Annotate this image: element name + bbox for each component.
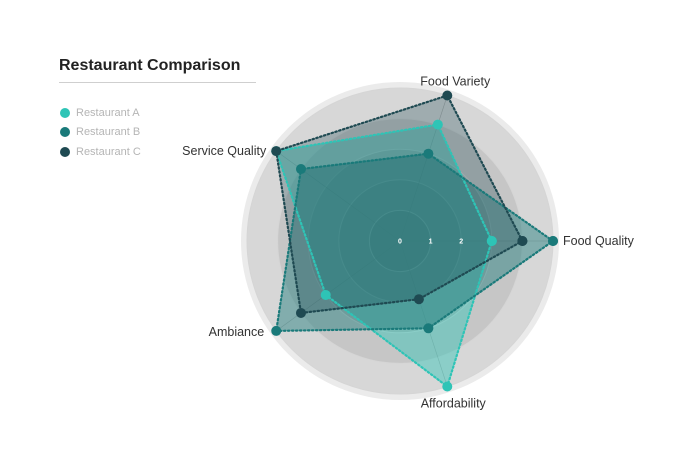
point-restaurant-b-affordability bbox=[423, 323, 434, 334]
title-divider bbox=[59, 82, 256, 83]
axis-label-service-quality: Service Quality bbox=[182, 144, 267, 158]
point-restaurant-b-food-quality bbox=[548, 236, 558, 246]
spoke-ambiance bbox=[276, 240, 401, 332]
point-restaurant-b-ambiance bbox=[271, 325, 282, 336]
legend-item-restaurant-a[interactable]: Restaurant A bbox=[60, 103, 141, 123]
axis-label-affordability: Affordability bbox=[421, 397, 487, 411]
line-restaurant-a bbox=[274, 123, 493, 389]
legend-marker-restaurant-a bbox=[60, 107, 70, 118]
legend-marker-restaurant-b bbox=[60, 127, 70, 138]
legend-item-restaurant-b[interactable]: Restaurant B bbox=[60, 123, 141, 143]
point-restaurant-c-ambiance bbox=[295, 307, 306, 318]
point-restaurant-b-food-variety bbox=[423, 148, 434, 159]
point-restaurant-a-food-variety bbox=[432, 119, 443, 130]
tick-label-0: 0 bbox=[398, 239, 402, 246]
legend-marker-restaurant-c bbox=[60, 146, 70, 157]
axis-label-food-quality: Food Quality bbox=[563, 234, 635, 248]
point-restaurant-a-food-quality bbox=[486, 236, 497, 246]
spoke-food-variety bbox=[399, 95, 448, 242]
area-restaurant-b bbox=[276, 153, 553, 331]
axis-label-food-variety: Food Variety bbox=[420, 74, 491, 88]
point-restaurant-a-affordability bbox=[442, 381, 453, 392]
point-restaurant-c-service-quality bbox=[271, 146, 282, 157]
legend-label-restaurant-b: Restaurant B bbox=[76, 126, 141, 139]
point-restaurant-c-food-quality bbox=[517, 236, 528, 246]
spoke-service-quality bbox=[276, 150, 401, 242]
point-restaurant-c-food-variety bbox=[442, 90, 453, 101]
point-restaurant-a-ambiance bbox=[320, 289, 331, 300]
legend-item-restaurant-c[interactable]: Restaurant C bbox=[60, 142, 141, 162]
axis-label-ambiance: Ambiance bbox=[209, 325, 265, 339]
legend: Restaurant A Restaurant B Restaurant C bbox=[60, 103, 141, 162]
tick-label-1: 1 bbox=[429, 239, 433, 246]
point-restaurant-b-service-quality bbox=[295, 164, 306, 175]
line-restaurant-c bbox=[274, 94, 524, 315]
tick-label-2: 2 bbox=[459, 239, 463, 246]
chart-title: Restaurant Comparison bbox=[59, 57, 241, 74]
line-restaurant-b bbox=[274, 152, 555, 333]
spoke-affordability bbox=[399, 240, 448, 387]
legend-label-restaurant-a: Restaurant A bbox=[76, 106, 140, 119]
area-restaurant-c bbox=[276, 95, 523, 313]
legend-label-restaurant-c: Restaurant C bbox=[76, 145, 141, 158]
point-restaurant-c-affordability bbox=[413, 294, 424, 305]
